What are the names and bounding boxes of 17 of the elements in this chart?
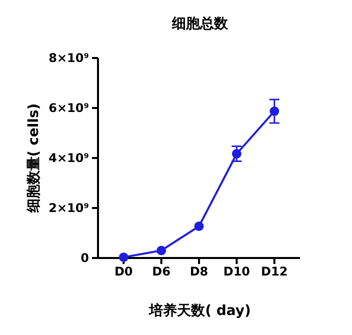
y-tick-label: 2×10⁹ xyxy=(48,200,89,215)
point xyxy=(194,222,204,231)
x-tick-label: D10 xyxy=(223,264,250,279)
y-tick-label: 6×10⁹ xyxy=(48,100,89,115)
y-tick-label: 8×10⁹ xyxy=(48,50,89,65)
y-tick-label: 0 xyxy=(80,250,89,265)
y-tick-label: 4×10⁹ xyxy=(48,150,89,165)
x-tick-label: D8 xyxy=(190,264,208,279)
x-tick-label: D6 xyxy=(152,264,170,279)
x-tick-label: D12 xyxy=(261,264,288,279)
point xyxy=(118,252,128,262)
x-axis-title: 培养天数( day) xyxy=(148,302,251,319)
x-tick-label: D0 xyxy=(114,264,133,279)
point xyxy=(270,106,280,116)
y-axis-title: 细胞数量( cells) xyxy=(26,103,42,214)
point xyxy=(156,246,166,256)
chart-title: 细胞总数 xyxy=(171,16,229,32)
